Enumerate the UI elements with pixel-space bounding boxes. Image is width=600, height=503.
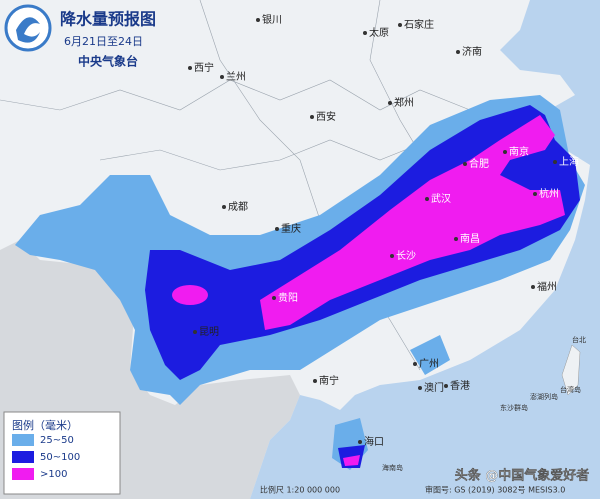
legend-title: 图例（毫米） <box>12 418 78 432</box>
city-label: 石家庄 <box>404 18 434 31</box>
city-label: 武汉 <box>431 192 451 205</box>
city-dot <box>463 162 467 166</box>
island-label: 台北 <box>572 335 586 344</box>
island-label: 海南岛 <box>382 463 403 472</box>
city-label: 重庆 <box>281 222 301 235</box>
city-label: 广州 <box>419 358 439 370</box>
city-label: 贵阳 <box>278 291 298 304</box>
island-label: 台湾岛 <box>560 385 581 394</box>
city-dot <box>220 75 224 79</box>
city-label: 成都 <box>228 201 248 213</box>
city-dot <box>193 330 197 334</box>
city-dot <box>398 23 402 27</box>
city-label: 合肥 <box>469 157 489 170</box>
legend-label: >100 <box>40 469 67 480</box>
city-label: 兰州 <box>226 70 246 83</box>
logo <box>4 4 52 52</box>
city-dot <box>310 115 314 119</box>
island-label: 澎湖列岛 <box>530 392 558 401</box>
city-dot <box>222 205 226 209</box>
city-label: 西宁 <box>194 61 214 74</box>
sea <box>250 0 600 499</box>
city-dot <box>425 197 429 201</box>
city-label: 澳门 <box>424 381 444 394</box>
scale: 比例尺 1:20 000 000 <box>260 485 340 495</box>
legend-label: 50~100 <box>40 452 80 463</box>
city-dot <box>358 440 362 444</box>
city-label: 海口 <box>364 435 384 448</box>
logo-mark <box>16 17 40 43</box>
city-label: 银川 <box>262 13 282 26</box>
city-dot <box>388 101 392 105</box>
city-dot <box>188 66 192 70</box>
city-dot <box>456 50 460 54</box>
city-dot <box>454 237 458 241</box>
city-label: 昆明 <box>199 326 219 338</box>
city-dot <box>444 384 448 388</box>
city-dot <box>533 192 537 196</box>
city-dot <box>275 227 279 231</box>
city-dot <box>531 285 535 289</box>
date: 6月21日至24日 <box>64 35 143 48</box>
title: 降水量预报图 <box>60 10 156 29</box>
city-label: 南京 <box>509 145 529 158</box>
city-dot <box>503 150 507 154</box>
island-label: 东沙群岛 <box>500 403 528 412</box>
watermark: 头条 @中国气象爱好者 <box>455 468 590 484</box>
city-dot <box>418 386 422 390</box>
rain-area-light <box>332 335 450 470</box>
city-label: 济南 <box>462 45 482 58</box>
taiwan <box>561 344 581 396</box>
city-label: 福州 <box>537 280 557 293</box>
city-dot <box>390 254 394 258</box>
approval: 审图号: GS (2019) 3082号 MESIS3.0 <box>425 485 565 495</box>
city-label: 香港 <box>450 380 470 392</box>
rain-area-heavy <box>172 115 565 466</box>
city-dot <box>272 296 276 300</box>
legend-swatch <box>12 434 34 446</box>
city-dot <box>256 18 260 22</box>
city-label: 郑州 <box>394 96 414 109</box>
city-dot <box>363 31 367 35</box>
legend-items: 25~50 50~100 >100 <box>12 434 80 480</box>
city-label: 太原 <box>369 26 389 39</box>
legend-swatch <box>12 468 34 480</box>
city-dot <box>413 362 417 366</box>
city-label: 上海 <box>559 155 579 168</box>
city-label: 南昌 <box>460 232 480 245</box>
city-label: 杭州 <box>539 187 559 200</box>
city-label: 南宁 <box>319 374 339 387</box>
city-dot <box>313 379 317 383</box>
legend-swatch <box>12 451 34 463</box>
legend-label: 25~50 <box>40 435 74 446</box>
city-label: 长沙 <box>396 250 416 262</box>
agency: 中央气象台 <box>78 54 138 69</box>
city-label: 西安 <box>316 110 336 123</box>
city-dot <box>553 160 557 164</box>
